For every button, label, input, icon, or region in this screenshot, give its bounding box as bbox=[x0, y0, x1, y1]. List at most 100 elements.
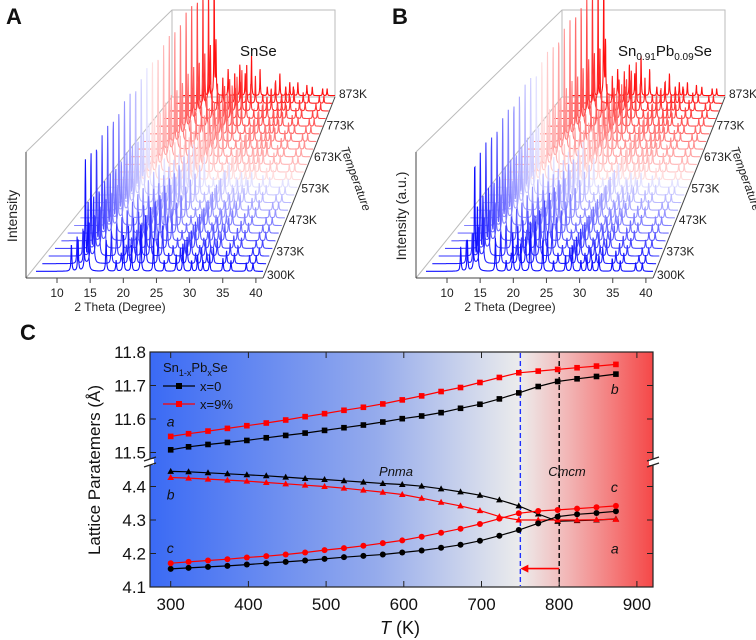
data-point-triangle bbox=[437, 498, 445, 505]
data-point-triangle bbox=[515, 502, 523, 509]
temperature-axis-line bbox=[262, 96, 336, 279]
data-point-triangle bbox=[224, 476, 231, 483]
panel-letter: C bbox=[20, 320, 36, 345]
data-point-square bbox=[457, 384, 464, 391]
x-tick-label: 800 bbox=[545, 595, 573, 614]
data-point-circle bbox=[515, 510, 522, 517]
data-point-circle bbox=[554, 513, 561, 520]
data-point-square bbox=[167, 447, 174, 453]
temperature-tick-label: 473K bbox=[679, 213, 707, 227]
data-point-triangle bbox=[204, 469, 212, 476]
x-tick-label: 20 bbox=[117, 286, 131, 300]
data-point-circle bbox=[574, 505, 581, 512]
data-point-circle bbox=[321, 547, 328, 554]
data-point-triangle bbox=[262, 478, 270, 485]
temperature-tick-label: 673K bbox=[704, 150, 732, 164]
diffraction-trace-548K bbox=[99, 79, 295, 196]
x-tick-label: 700 bbox=[467, 595, 495, 614]
data-point-triangle bbox=[457, 488, 464, 495]
y-tick-label: 4.4 bbox=[122, 478, 146, 497]
x-tick-label: 300 bbox=[157, 595, 185, 614]
legend: Sn1-xPbxSe x=0 x=9% bbox=[163, 360, 233, 412]
data-point-square bbox=[438, 409, 444, 416]
data-point-circle bbox=[224, 556, 231, 563]
diffraction-trace-873K bbox=[572, 0, 725, 97]
data-point-triangle bbox=[224, 470, 231, 477]
left-floor-edge bbox=[25, 96, 173, 279]
temperature-tick-label: 773K bbox=[716, 118, 744, 132]
phase-label: Pnma bbox=[379, 464, 413, 479]
data-point-triangle bbox=[321, 483, 328, 489]
data-point-circle bbox=[399, 537, 406, 544]
diffraction-trace-373K bbox=[445, 137, 663, 249]
data-point-square bbox=[341, 407, 347, 414]
x-tick-label: 30 bbox=[573, 286, 587, 300]
panel-letter: A bbox=[6, 4, 22, 29]
diffraction-trace-300K bbox=[36, 159, 263, 272]
data-point-circle bbox=[612, 502, 619, 509]
data-point-square bbox=[418, 393, 425, 399]
data-point-circle bbox=[379, 540, 386, 547]
param-label: b bbox=[611, 381, 619, 397]
data-point-square bbox=[613, 361, 619, 368]
data-point-triangle bbox=[457, 502, 464, 509]
c-decorations: Pnma Cmcm bbox=[379, 353, 586, 586]
data-point-circle bbox=[515, 527, 522, 534]
data-point-square bbox=[535, 368, 542, 374]
data-point-circle bbox=[204, 557, 211, 564]
panel-b: B Sn0.91Pb0.09Se Intensity (a.u.) 10 15 20… bbox=[392, 0, 756, 314]
data-point-circle bbox=[185, 558, 192, 565]
data-point-square bbox=[399, 397, 406, 403]
diffraction-trace-523K bbox=[93, 91, 292, 204]
data-point-circle bbox=[457, 541, 464, 548]
axis-break-gap bbox=[146, 459, 154, 465]
data-point-triangle bbox=[185, 474, 192, 481]
data-point-circle bbox=[243, 561, 250, 568]
data-point-triangle bbox=[204, 475, 212, 482]
data-point-square bbox=[554, 378, 561, 385]
data-point-circle bbox=[418, 533, 425, 540]
data-point-triangle bbox=[360, 478, 367, 485]
data-point-triangle bbox=[496, 496, 503, 503]
data-point-triangle bbox=[185, 468, 192, 475]
legend-label-x9: x=9% bbox=[200, 397, 233, 412]
data-point-circle bbox=[224, 562, 231, 569]
phase-label: Cmcm bbox=[548, 464, 586, 479]
data-point-circle bbox=[321, 555, 328, 562]
data-point-circle bbox=[612, 508, 619, 515]
data-point-triangle bbox=[301, 474, 309, 481]
data-point-circle bbox=[167, 560, 174, 567]
data-point-circle bbox=[167, 565, 174, 572]
data-point-circle bbox=[302, 557, 309, 564]
data-point-circle bbox=[457, 525, 464, 532]
data-point-circle bbox=[340, 554, 347, 561]
y-tick-label: 4.3 bbox=[122, 511, 146, 530]
diffraction-trace-498K bbox=[86, 93, 288, 211]
temperature-tick-label: 873K bbox=[729, 87, 756, 101]
data-point-square bbox=[574, 376, 580, 382]
diffraction-trace-473K bbox=[80, 101, 285, 219]
x-tick-label: 500 bbox=[312, 595, 340, 614]
data-point-triangle bbox=[167, 473, 174, 480]
data-point-triangle bbox=[379, 479, 387, 486]
data-point-circle bbox=[263, 560, 270, 567]
temperature-tick-label: 673K bbox=[314, 150, 342, 164]
data-point-square bbox=[224, 439, 231, 446]
temperature-tick-label: 300K bbox=[267, 268, 295, 282]
data-point-circle bbox=[185, 564, 192, 571]
data-point-square bbox=[185, 430, 192, 437]
series-line bbox=[170, 363, 616, 437]
data-point-triangle bbox=[340, 477, 348, 484]
data-point-square bbox=[282, 417, 289, 423]
param-label: a bbox=[167, 413, 175, 429]
data-point-square bbox=[380, 419, 386, 425]
y-tick-label: 11.7 bbox=[114, 377, 146, 396]
x-tick-label: 10 bbox=[440, 286, 454, 300]
x-tick-label: 600 bbox=[390, 595, 418, 614]
x-tick-label: 25 bbox=[150, 286, 164, 300]
axis-break-mark bbox=[143, 456, 157, 462]
param-label: c bbox=[167, 540, 174, 556]
data-point-circle bbox=[554, 506, 561, 513]
data-point-circle bbox=[360, 552, 367, 559]
